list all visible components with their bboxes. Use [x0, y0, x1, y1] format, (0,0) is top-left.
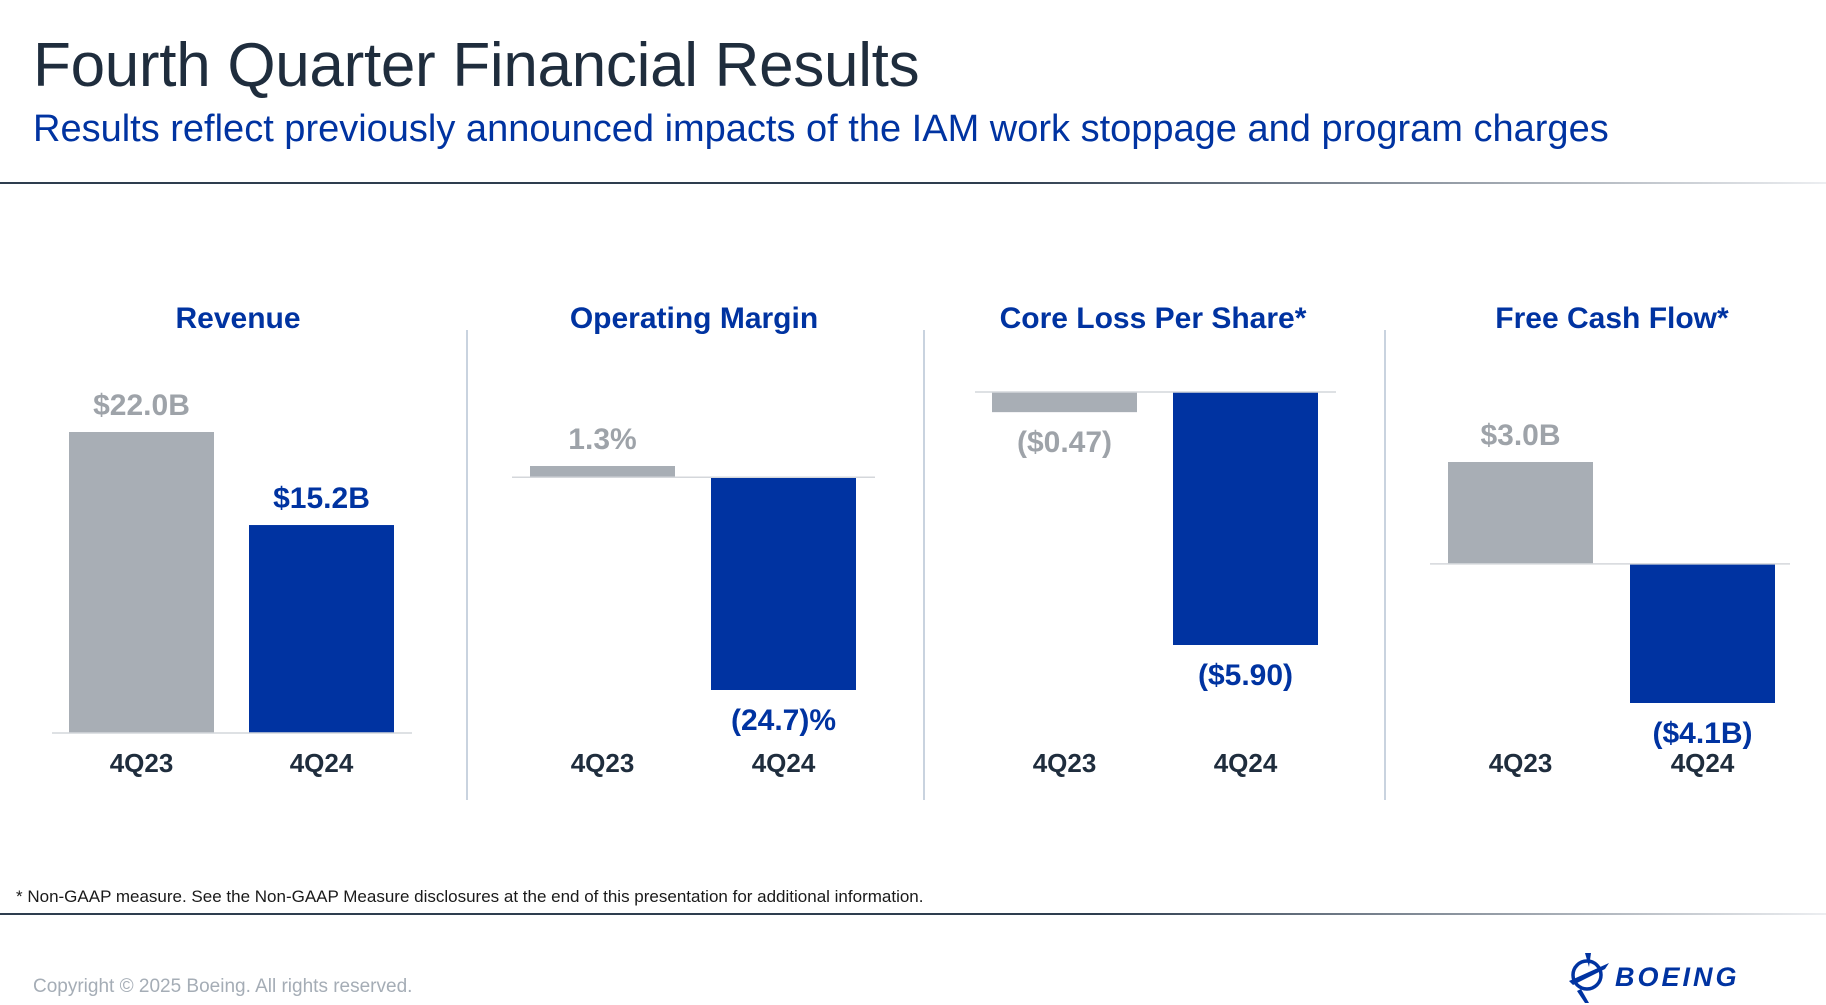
core-loss-per-share-category-label-4q23: 4Q23 — [1033, 748, 1097, 778]
operating-margin-category-label-4q24: 4Q24 — [752, 748, 816, 778]
free-cash-flow-category-label-4q23: 4Q23 — [1489, 748, 1553, 778]
revenue-category-label-4q24: 4Q24 — [290, 748, 354, 778]
revenue-data-label-4q23: $22.0B — [93, 389, 190, 422]
charts-area: Revenue $22.0B 4Q23 $15.2B 4Q24 Operating Mar… — [52, 302, 1790, 800]
core-loss-per-share-bar-4q23 — [992, 392, 1137, 413]
boeing-logo-text: BOEING — [1615, 962, 1740, 992]
page-subtitle: Results reflect previously announced imp… — [33, 108, 1609, 150]
revenue-bar-4q24 — [249, 525, 394, 733]
core-loss-per-share-category-label-4q24: 4Q24 — [1214, 748, 1278, 778]
core-loss-per-share-data-label-4q23: ($0.47) — [1017, 426, 1112, 459]
header-divider — [0, 182, 1826, 184]
revenue-data-label-4q24: $15.2B — [273, 482, 370, 515]
core-loss-per-share-data-label-4q24: ($5.90) — [1198, 659, 1293, 692]
core-loss-per-share-bar-4q24 — [1173, 392, 1318, 645]
operating-margin-data-label-4q24: (24.7)% — [731, 704, 836, 737]
page-title: Fourth Quarter Financial Results — [33, 31, 920, 100]
operating-margin-chart-title: Operating Margin — [570, 302, 818, 335]
free-cash-flow-data-label-4q24: ($4.1B) — [1652, 717, 1752, 750]
footnote: * Non-GAAP measure. See the Non-GAAP Mea… — [16, 887, 924, 906]
free-cash-flow-bar-4q24 — [1630, 563, 1775, 703]
operating-margin-data-label-4q23: 1.3% — [568, 423, 636, 456]
revenue-bar-4q23 — [69, 432, 214, 733]
footer-divider — [0, 913, 1826, 915]
operating-margin-category-label-4q23: 4Q23 — [571, 748, 635, 778]
operating-margin-bar-4q24 — [711, 477, 856, 690]
core-loss-per-share-chart-title: Core Loss Per Share* — [1000, 302, 1307, 335]
free-cash-flow-data-label-4q23: $3.0B — [1480, 419, 1560, 452]
free-cash-flow-category-label-4q24: 4Q24 — [1671, 748, 1735, 778]
copyright-text: Copyright © 2025 Boeing. All rights rese… — [33, 976, 413, 997]
revenue-category-label-4q23: 4Q23 — [110, 748, 174, 778]
operating-margin-bar-4q23 — [530, 466, 675, 478]
free-cash-flow-bar-4q23 — [1448, 462, 1593, 564]
boeing-logo-icon — [1569, 953, 1609, 1003]
revenue-chart-title: Revenue — [175, 302, 300, 335]
boeing-logo: BOEING — [1569, 953, 1740, 1003]
free-cash-flow-chart-title: Free Cash Flow* — [1495, 302, 1729, 335]
